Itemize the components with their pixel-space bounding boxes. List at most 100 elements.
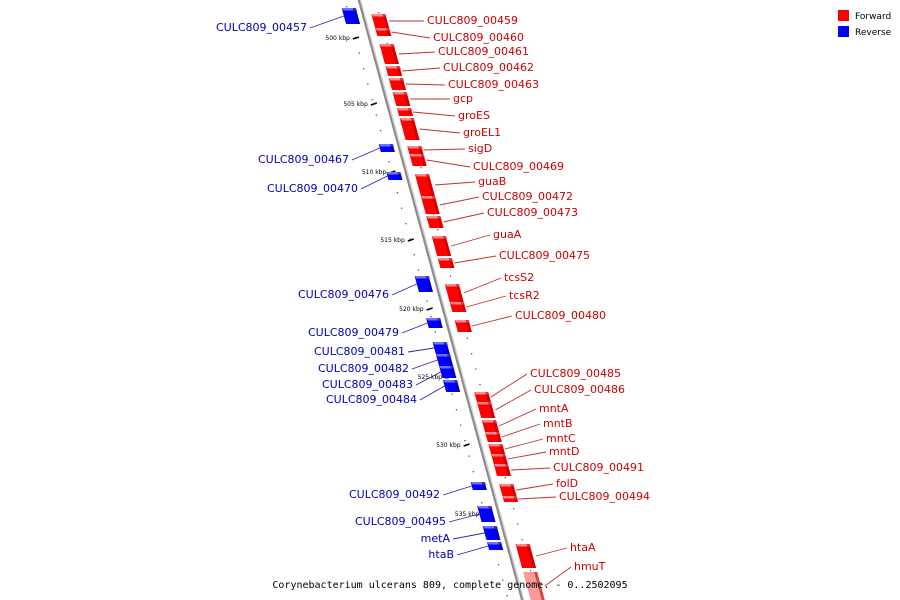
gene-label-CULC809_00459: CULC809_00459 [427, 14, 518, 27]
minor-tick-dot [430, 316, 432, 318]
gene-label-htaB: htaB [428, 548, 454, 561]
gene-label-CULC809_00473: CULC809_00473 [487, 206, 578, 219]
gene-label-CULC809_00462: CULC809_00462 [443, 61, 534, 74]
gene-label-CULC809_00482: CULC809_00482 [318, 362, 409, 375]
gene-CULC809_00494 [502, 496, 519, 502]
gene-tcsR2 [449, 302, 467, 312]
leader-line [498, 408, 537, 427]
gene-htaA [515, 544, 537, 568]
gene-label-CULC809_00461: CULC809_00461 [438, 45, 529, 58]
gene-label-CULC809_00467: CULC809_00467 [258, 153, 349, 166]
gene-label-groES: groES [458, 109, 490, 122]
gene-CULC809_00495 [477, 506, 496, 522]
gene-label-sigD: sigD [468, 142, 492, 155]
major-tick [407, 238, 415, 242]
gene-CULC809_00481 [432, 342, 450, 354]
gene-label-guaA: guaA [493, 228, 522, 241]
gene-CULC809_00473 [426, 216, 444, 228]
leader-line [309, 15, 345, 29]
minor-tick-dot [420, 167, 422, 169]
minor-tick-dot [517, 523, 519, 525]
leader-line [426, 159, 471, 168]
gene-label-mntC: mntC [546, 432, 576, 445]
gene-CULC809_00479 [426, 318, 443, 328]
minor-tick-dot [378, 12, 380, 14]
gene-CULC809_00470 [386, 172, 403, 180]
minor-tick-dot [379, 130, 382, 132]
major-tick [463, 443, 470, 447]
gene-label-CULC809_00469: CULC809_00469 [473, 160, 564, 173]
gene-label-CULC809_00463: CULC809_00463 [448, 78, 539, 91]
leader-line [351, 147, 380, 161]
gene-CULC809_00476 [414, 276, 433, 292]
leader-line [402, 67, 441, 72]
leader-line [434, 181, 476, 186]
gene-label-tcsR2: tcsR2 [509, 289, 540, 302]
minor-tick-dot [426, 300, 428, 302]
tick-label: 505 kbp [343, 101, 368, 108]
gene-metA [482, 526, 501, 540]
gene-label-CULC809_00484: CULC809_00484 [326, 393, 417, 406]
leader-line [490, 373, 528, 398]
tick-label: 520 kbp [399, 306, 424, 313]
leader-line [391, 283, 417, 296]
gene-CULC809_00483 [439, 366, 457, 378]
gene-label-metA: metA [421, 532, 451, 545]
leader-line [471, 315, 513, 327]
leader-line [413, 111, 456, 117]
minor-tick-dot [346, 6, 348, 8]
minor-tick-dot [466, 337, 469, 339]
gene-label-mntD: mntD [549, 445, 579, 458]
gene-label-groEL1: groEL1 [463, 126, 501, 139]
gene-CULC809_00462 [385, 66, 403, 76]
leader-line [411, 359, 438, 370]
leader-line [454, 255, 497, 264]
leader-line [407, 347, 435, 353]
minor-tick-dot [405, 223, 407, 225]
minor-tick-dot [497, 564, 500, 566]
gene-label-CULC809_00485: CULC809_00485 [530, 367, 621, 380]
legend-forward-swatch [838, 10, 849, 21]
leader-line [544, 566, 572, 587]
gene-label-CULC809_00486: CULC809_00486 [534, 383, 625, 396]
minor-tick-dot [409, 238, 411, 240]
minor-tick-dot [472, 471, 474, 473]
axis-highlight [359, 0, 525, 600]
genome-caption: Corynebacterium ulcerans 809, complete g… [272, 580, 627, 591]
leader-line [466, 295, 507, 308]
gene-CULC809_00460 [375, 28, 392, 36]
tick-label: 535 kbp [455, 511, 480, 518]
gene-label-CULC809_00483: CULC809_00483 [322, 378, 413, 391]
gene-CULC809_00492 [470, 482, 487, 490]
minor-tick-dot [513, 508, 515, 510]
legend-reverse-swatch [838, 26, 849, 37]
major-tick [426, 307, 433, 311]
minor-tick-dot [502, 579, 504, 581]
genome-axis [357, 0, 525, 600]
leader-line [442, 485, 472, 496]
minor-tick-dot [470, 353, 473, 355]
minor-tick-dot [447, 378, 449, 380]
gene-label-CULC809_00492: CULC809_00492 [349, 488, 440, 501]
gene-CULC809_00482 [435, 354, 454, 366]
gene-htaB [486, 542, 504, 550]
minor-tick-dot [367, 83, 369, 85]
gene-label-tcsS2: tcsS2 [504, 271, 534, 284]
leader-line [360, 175, 388, 190]
leader-line [415, 371, 441, 386]
minor-tick-dot [468, 455, 470, 457]
minor-tick-dot [417, 269, 420, 271]
leader-line [456, 545, 489, 556]
gene-label-gcp: gcp [453, 92, 473, 105]
gene-groEL1 [399, 118, 420, 140]
gene-mntB [485, 432, 502, 442]
leader-line [405, 83, 446, 86]
gene-label-mntB: mntB [543, 417, 573, 430]
leader-line [391, 31, 431, 39]
gene-label-CULC809_00470: CULC809_00470 [267, 182, 358, 195]
leader-line [501, 423, 541, 438]
gene-CULC809_00486 [476, 402, 496, 418]
leader-line [518, 496, 557, 500]
